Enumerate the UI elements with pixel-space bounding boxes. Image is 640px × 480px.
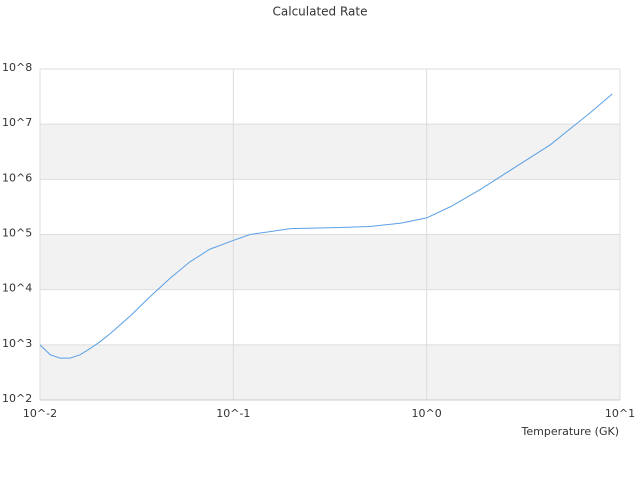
grid-band: [40, 124, 620, 180]
x-tick-label: 10^0: [412, 407, 442, 420]
y-tick-label: 10^8: [2, 61, 32, 74]
chart-title: Calculated Rate: [273, 5, 368, 19]
grid-band: [40, 344, 620, 400]
y-tick-label: 10^5: [2, 227, 32, 240]
y-tick-label: 10^3: [2, 337, 32, 350]
y-tick-label: 10^4: [2, 282, 32, 295]
x-tick-label: 10^1: [605, 407, 635, 420]
y-tick-label: 10^6: [2, 171, 32, 184]
data-line: [39, 93, 613, 359]
x-tick-label: 10^-2: [23, 407, 57, 420]
grid-band: [40, 234, 620, 290]
y-tick-label: 10^2: [2, 392, 32, 405]
x-tick-label: 10^-1: [216, 407, 250, 420]
x-axis-label: Temperature (GK): [521, 425, 620, 438]
y-tick-label: 10^7: [2, 116, 32, 129]
